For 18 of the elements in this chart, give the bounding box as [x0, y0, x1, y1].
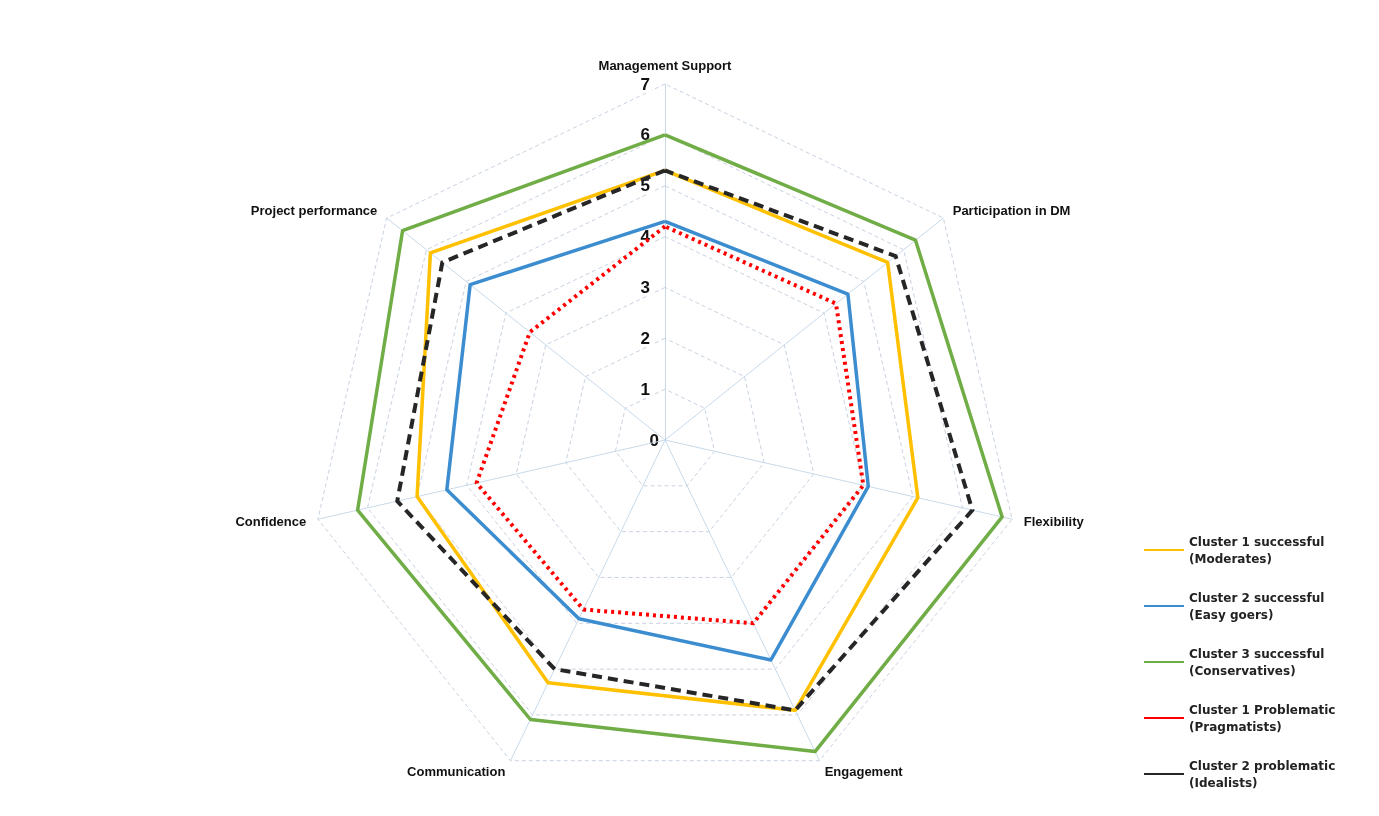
y-tick-label: 1 — [640, 379, 650, 399]
spoke-label: Communication — [407, 764, 506, 780]
y-tick-label: 3 — [640, 277, 650, 297]
legend-label: Cluster 2 successful (Easy goers) — [1189, 590, 1329, 622]
spoke-label: Management Support — [598, 58, 733, 73]
spoke-label: Flexibility — [1023, 514, 1085, 530]
spoke-label: Confidence — [235, 514, 307, 530]
y-tick-label: 7 — [640, 74, 650, 94]
y-tick-label: 6 — [640, 125, 650, 145]
legend-label: Cluster 1 successful (Moderates) — [1189, 534, 1329, 566]
legend-label: Cluster 3 successful (Conservatives) — [1189, 646, 1329, 678]
legend-label: Cluster 2 problematic (Idealists) — [1189, 758, 1340, 790]
spoke-label: Participation in DM — [952, 203, 1071, 219]
spoke-label: Project performance — [250, 203, 378, 219]
y-tick-label: 2 — [640, 328, 650, 348]
legend-label: Cluster 1 Problematic (Pragmatists) — [1189, 702, 1340, 734]
y-tick-label: 0 — [649, 430, 659, 450]
spoke-label: Engagement — [824, 764, 904, 780]
